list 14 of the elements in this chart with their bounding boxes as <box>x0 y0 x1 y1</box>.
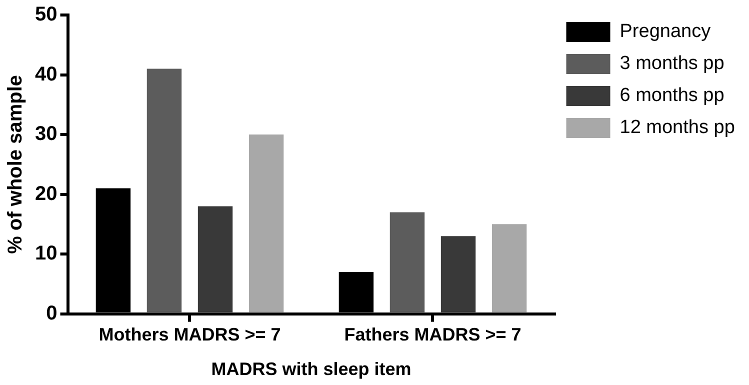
legend-label: 6 months pp <box>620 85 724 106</box>
legend-label: Pregnancy <box>620 21 712 42</box>
y-tick-label: 50 <box>34 4 58 26</box>
y-tick-label: 30 <box>34 123 58 146</box>
y-axis-title: % of whole sample <box>4 74 27 254</box>
legend-label: 12 months pp <box>620 117 735 138</box>
x-axis-title: MADRS with sleep item <box>211 359 412 380</box>
y-tick-label: 0 <box>46 302 58 324</box>
y-tick-label: 10 <box>34 242 58 265</box>
legend-label: 3 months pp <box>620 53 724 74</box>
y-tick-label: 40 <box>34 63 58 86</box>
x-tick-label: Fathers MADRS >= 7 <box>344 324 522 345</box>
x-tick-label: Mothers MADRS >= 7 <box>98 324 281 345</box>
y-tick-label: 20 <box>34 182 58 205</box>
